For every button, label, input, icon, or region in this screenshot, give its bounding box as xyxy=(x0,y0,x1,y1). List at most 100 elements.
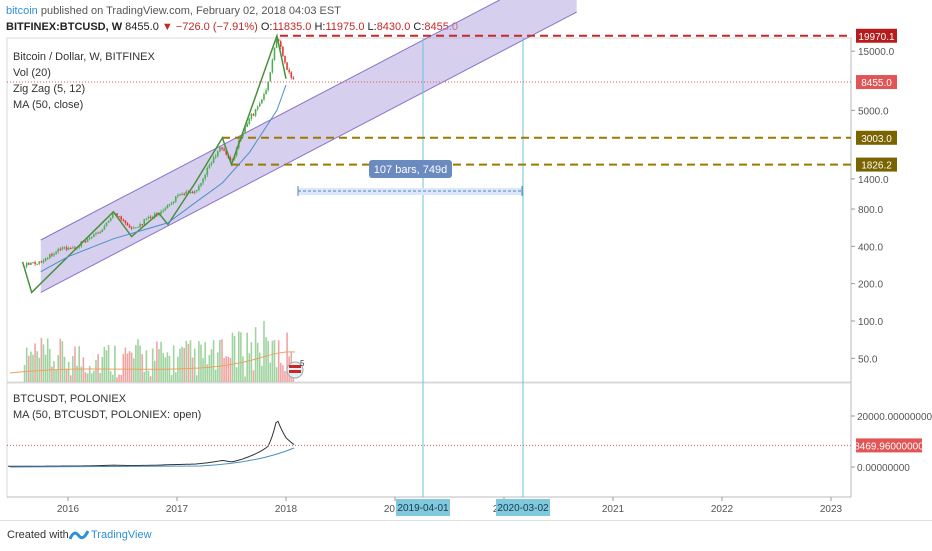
created-with-label: Created with xyxy=(7,529,69,541)
candle-body xyxy=(277,39,280,42)
volume-bar xyxy=(223,357,225,382)
sub-pane[interactable] xyxy=(6,382,852,498)
zigzag-line[interactable] xyxy=(21,32,287,294)
volume-bar xyxy=(193,348,196,382)
candle-body xyxy=(254,109,257,116)
volume-bar xyxy=(191,357,194,382)
volume-bar xyxy=(153,360,156,382)
candle-body xyxy=(284,55,286,63)
candle-body xyxy=(151,216,154,218)
y-tick-label: 5000.0 xyxy=(858,106,889,117)
volume-bar xyxy=(204,342,206,382)
candle-body xyxy=(141,224,143,226)
candle-body xyxy=(147,216,150,219)
price-label-bg xyxy=(856,75,897,90)
volume-bar xyxy=(105,350,108,382)
y-tick-label: 400.0 xyxy=(858,242,883,253)
candle-body xyxy=(204,175,206,179)
low-value: 8430.0 xyxy=(376,21,411,33)
volume-bar xyxy=(254,327,257,382)
volume-bar xyxy=(93,370,95,382)
candle-body xyxy=(51,254,53,256)
channel-lower-line[interactable] xyxy=(40,11,577,293)
y-tick-label: 100.0 xyxy=(858,317,883,328)
volume-bar xyxy=(25,347,28,382)
volume-bar xyxy=(162,353,164,382)
volume-bar xyxy=(141,354,143,382)
candle-body xyxy=(95,232,97,235)
publish-info: bitcoin published on TradingView.com, Fe… xyxy=(6,5,341,17)
volume-bar xyxy=(265,337,267,382)
volume-bar xyxy=(271,340,274,382)
volume-bar xyxy=(53,361,55,382)
candle-body xyxy=(225,150,227,155)
x-tick-label: 2019 xyxy=(384,504,407,515)
measure-annotation[interactable]: 107 bars, 749d xyxy=(369,160,452,178)
candle-body xyxy=(116,213,118,217)
sub-price-label: 8469.96000000 xyxy=(854,441,924,452)
candle-body xyxy=(221,147,223,149)
tradingview-logo-icon[interactable] xyxy=(69,527,89,543)
volume-bar xyxy=(74,346,76,382)
candle-body xyxy=(198,185,200,190)
volume-bar xyxy=(103,346,106,382)
volume-ma-line xyxy=(9,351,296,374)
volume-bar xyxy=(252,370,255,382)
sub-price-line[interactable] xyxy=(8,420,295,467)
candle-body xyxy=(282,46,284,56)
volume-bar xyxy=(187,343,190,382)
volume-bar xyxy=(267,341,269,382)
candle-body xyxy=(267,81,269,91)
y-tick-label: 800.0 xyxy=(858,205,883,216)
volume-bar xyxy=(118,374,120,382)
x-marker-label: 2020-03-02 xyxy=(497,503,549,514)
candle-body xyxy=(90,236,93,238)
candle-body xyxy=(143,219,146,225)
chart-canvas[interactable]: 15000.0 5000.0 1400.0 800.0 400.0 200.0 100.0 5… xyxy=(0,0,932,520)
volume-bar xyxy=(284,371,286,382)
volume-bar xyxy=(244,376,246,382)
volume-bar xyxy=(256,342,259,382)
candle-body xyxy=(101,229,104,233)
price-label-bg xyxy=(856,157,897,172)
volume-bar xyxy=(166,352,169,382)
price-axis[interactable] xyxy=(851,38,929,497)
volume-bar xyxy=(212,340,215,382)
candle-body xyxy=(132,227,135,229)
regression-channel[interactable] xyxy=(40,0,577,293)
candle-body xyxy=(223,148,225,151)
candle-body xyxy=(36,263,38,265)
candle-body xyxy=(135,227,137,229)
candle-body xyxy=(103,226,106,230)
candle-body xyxy=(258,103,261,107)
volume-bar xyxy=(229,357,232,382)
candle-body xyxy=(111,213,114,218)
candle-body xyxy=(74,247,76,249)
candle-body xyxy=(208,164,211,168)
candle-body xyxy=(261,99,263,104)
volume-bar xyxy=(214,369,217,382)
price-label: 1826.2 xyxy=(861,161,892,172)
author-link[interactable]: bitcoin xyxy=(6,5,38,17)
volume-bar xyxy=(250,342,253,382)
candle-body xyxy=(120,216,122,220)
ma50-line[interactable] xyxy=(40,84,287,273)
sub-ma-line[interactable] xyxy=(9,447,295,468)
candle-body xyxy=(57,249,59,252)
price-label: 3003.0 xyxy=(861,134,892,145)
candle-body xyxy=(193,191,196,194)
candle-body xyxy=(55,251,57,254)
channel-upper-line[interactable] xyxy=(40,0,577,241)
volume-bar xyxy=(237,331,240,382)
candle-body xyxy=(69,248,72,250)
volume-bar xyxy=(282,365,284,382)
flag-icon[interactable]: 5 xyxy=(286,359,305,379)
candle-body xyxy=(164,208,167,211)
volume-bar xyxy=(51,366,53,382)
candle-body xyxy=(214,155,217,158)
candle-body xyxy=(149,216,152,218)
volume-bar xyxy=(40,338,43,382)
tradingview-brand[interactable]: TradingView xyxy=(91,529,152,541)
candle-body xyxy=(124,220,127,224)
candle-body xyxy=(248,118,251,125)
